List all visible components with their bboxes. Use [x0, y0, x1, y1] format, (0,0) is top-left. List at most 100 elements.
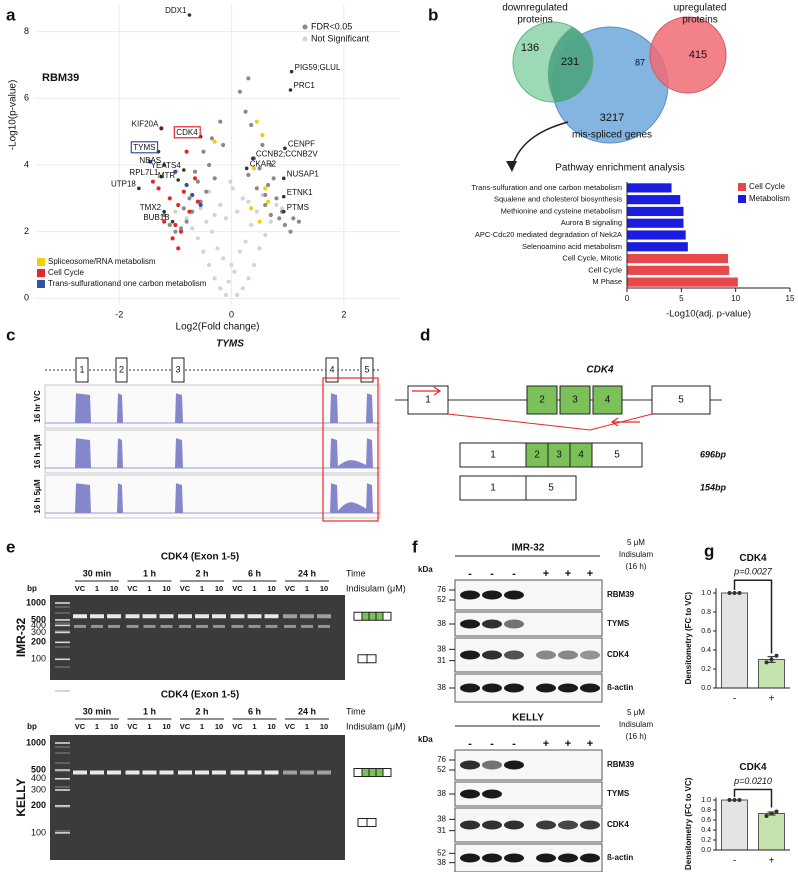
y-tick-label: 4 [24, 159, 29, 169]
bar [627, 218, 684, 228]
band [317, 770, 331, 775]
point [187, 196, 192, 201]
point [173, 229, 178, 234]
exon-label: 5 [614, 450, 620, 461]
point [195, 199, 200, 204]
gel-title: CDK4 (Exon 1-5) [161, 552, 239, 563]
lane-sign: + [543, 738, 549, 750]
p-value: p=0.0210 [733, 776, 772, 786]
band [160, 624, 173, 628]
annotated-point [159, 174, 164, 179]
bar [758, 813, 785, 851]
time-axis-label: Time [346, 706, 366, 716]
band [318, 624, 330, 628]
point [195, 236, 200, 241]
point [232, 269, 237, 274]
exon-box [651, 385, 711, 415]
annotated-point [170, 219, 175, 224]
arrow [511, 121, 569, 169]
lane-sign: + [565, 568, 571, 580]
treatment-label: Indisulam [619, 550, 654, 559]
p-value: p=0.0027 [733, 567, 773, 577]
y-tick-label: 0.8 [701, 807, 711, 814]
point [260, 132, 265, 138]
blot-band [482, 789, 502, 799]
splice-junction [447, 413, 653, 431]
venn-count: 136 [521, 42, 539, 54]
panel-label: a [6, 5, 16, 24]
time-label: 2 h [195, 568, 208, 578]
category-label: Selenoamino acid metabolism [522, 242, 622, 251]
icon-exon [368, 768, 377, 777]
point [265, 182, 271, 188]
marker-label: 31 [437, 826, 446, 835]
lane-label: 10 [110, 584, 118, 593]
point [268, 212, 273, 218]
annotated-point [251, 156, 255, 161]
point [184, 216, 189, 221]
point [237, 89, 243, 94]
icon-exon [368, 611, 377, 621]
point-label: MTR [158, 171, 176, 180]
lane-label: VC [232, 584, 243, 593]
point [263, 232, 268, 238]
point [178, 226, 184, 231]
blot-band [504, 853, 524, 863]
lane-label: 1 [200, 584, 204, 593]
point [274, 202, 279, 208]
point [268, 219, 273, 224]
blot-band [536, 683, 556, 693]
y-tick-label: 0.8 [701, 609, 711, 616]
x-tick-label: 0 [229, 309, 234, 319]
legend-label: Cell Cycle [749, 182, 786, 191]
venn-count: 415 [689, 49, 707, 61]
point [209, 136, 214, 141]
x-tick-label: - [733, 694, 736, 705]
lane-label: VC [285, 584, 296, 593]
point [268, 162, 273, 168]
point [184, 219, 189, 224]
category-label: APC-Cdc20 mediated degradation of Nek2A [475, 230, 622, 239]
icon-exon [375, 768, 384, 777]
blot-band [482, 683, 502, 693]
point [263, 192, 268, 198]
band [90, 614, 104, 619]
exon-label: 4 [578, 450, 584, 461]
annotated-point [283, 146, 287, 151]
point [288, 229, 293, 234]
lane-label: 10 [215, 584, 223, 593]
chart-title: CDK4 [739, 762, 767, 773]
blot-band [460, 650, 480, 660]
legend-marker [302, 24, 308, 30]
chart-title: RBM39 [42, 72, 79, 84]
band [125, 614, 140, 619]
exon-label: 1 [490, 450, 496, 461]
x-tick-label: 2 [341, 309, 346, 319]
point [176, 246, 181, 251]
cell-line-label: KELLY [512, 713, 544, 724]
category-label: Cell Cycle [588, 265, 622, 274]
icon-exon [353, 611, 363, 621]
coverage-hump [336, 502, 372, 513]
point [230, 186, 235, 191]
exon-label: 3 [572, 395, 578, 406]
point [212, 139, 217, 144]
point [209, 229, 214, 234]
gene-title: TYMS [216, 339, 244, 350]
y-tick-label: 2 [24, 226, 29, 236]
exon-label: 2 [119, 364, 124, 374]
legend-marker [37, 280, 45, 288]
point [274, 196, 279, 201]
legend-label: Trans-sulfurationand one carbon metaboli… [48, 279, 207, 288]
x-tick-label: -2 [115, 309, 123, 319]
lane-label: 1 [147, 722, 151, 731]
point [254, 119, 259, 124]
ladder-label: 500 [31, 614, 46, 624]
point [277, 216, 282, 221]
band [212, 770, 226, 775]
gene-title: CDK4 [586, 365, 614, 376]
point [173, 169, 178, 174]
bar [627, 265, 730, 275]
point [221, 142, 226, 148]
point [246, 76, 251, 81]
